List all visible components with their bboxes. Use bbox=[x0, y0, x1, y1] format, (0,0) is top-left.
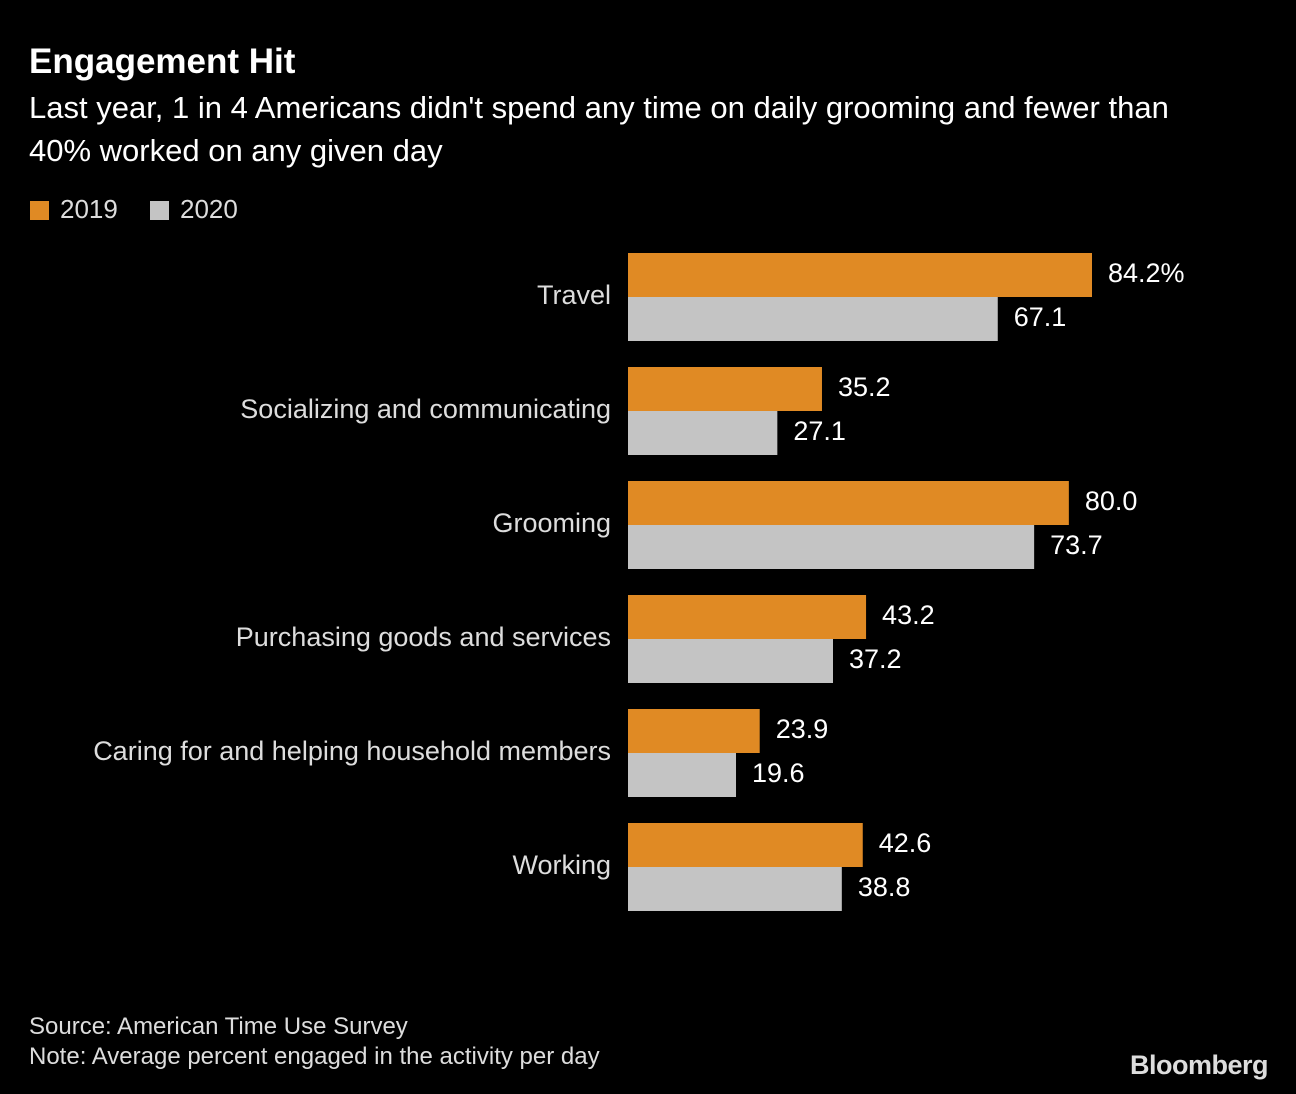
chart: 2019 2020 Travel 84.2% 67.1 Socializing and c… bbox=[30, 194, 1185, 911]
bar bbox=[628, 481, 1069, 525]
bar bbox=[628, 525, 1035, 569]
legend-swatch bbox=[150, 201, 169, 220]
value-label: 67.1 bbox=[1014, 302, 1067, 332]
value-label: 19.6 bbox=[752, 758, 805, 788]
value-label: 35.2 bbox=[838, 372, 891, 402]
category-label: Socializing and communicating bbox=[240, 394, 611, 424]
chart-subtitle: Last year, 1 in 4 Americans didn't spend… bbox=[29, 90, 1169, 168]
legend-label: 2019 bbox=[60, 194, 118, 224]
bar bbox=[628, 253, 1092, 297]
bar bbox=[628, 867, 842, 911]
chart-title: Engagement Hit bbox=[29, 42, 296, 81]
bar bbox=[628, 753, 737, 797]
source: Source: American Time Use Survey bbox=[29, 1013, 408, 1040]
category-label: Grooming bbox=[492, 508, 611, 538]
legend-swatch bbox=[30, 201, 49, 220]
value-label: 27.1 bbox=[793, 416, 846, 446]
note: Note: Average percent engaged in the act… bbox=[29, 1043, 600, 1070]
bar bbox=[628, 639, 833, 683]
bar bbox=[628, 297, 998, 341]
value-label: 23.9 bbox=[776, 714, 829, 744]
bar bbox=[628, 709, 760, 753]
bar bbox=[628, 411, 778, 455]
value-label: 38.8 bbox=[858, 872, 911, 902]
bar bbox=[628, 367, 822, 411]
value-label: 43.2 bbox=[882, 600, 935, 630]
logo: Bloomberg bbox=[1129, 1050, 1269, 1080]
bar bbox=[628, 823, 863, 867]
value-label: 84.2% bbox=[1108, 258, 1185, 288]
value-label: 37.2 bbox=[849, 644, 902, 674]
bar bbox=[628, 595, 867, 639]
value-label: 42.6 bbox=[879, 828, 932, 858]
category-label: Caring for and helping household members bbox=[93, 736, 611, 766]
category-label: Purchasing goods and services bbox=[236, 622, 611, 652]
value-label: 73.7 bbox=[1050, 530, 1103, 560]
value-label: 80.0 bbox=[1085, 486, 1138, 516]
legend-label: 2020 bbox=[180, 194, 238, 224]
category-label: Travel bbox=[537, 280, 611, 310]
category-label: Working bbox=[512, 850, 611, 880]
footer: Source: American Time Use Survey Note: A… bbox=[29, 1012, 600, 1072]
